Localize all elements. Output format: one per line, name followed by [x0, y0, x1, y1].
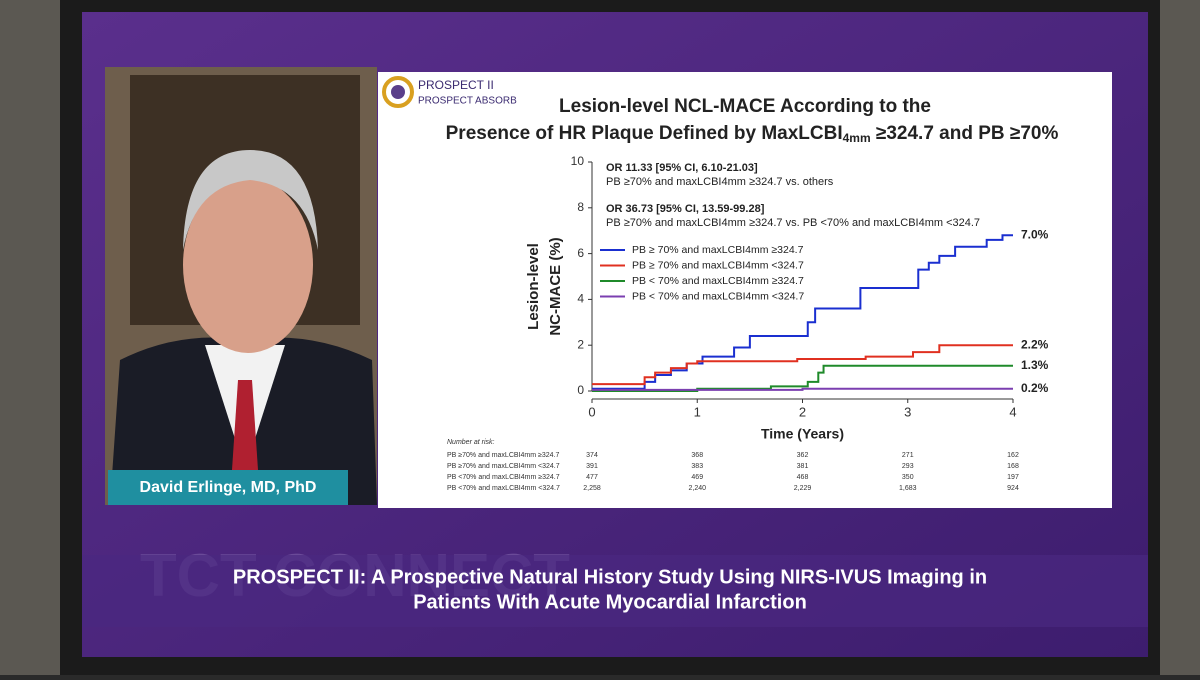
- legend-label: PB ≥ 70% and maxLCBI4mm <324.7: [632, 259, 804, 271]
- risk-value: 468: [797, 474, 809, 481]
- banner-line: PROSPECT II: A Prospective Natural Histo…: [233, 566, 987, 588]
- risk-title: Number at risk:: [447, 439, 495, 446]
- risk-value: 2,229: [794, 485, 812, 492]
- end-label: 0.2%: [1021, 381, 1049, 395]
- chart-title: Presence of HR Plaque Defined by MaxLCBI…: [446, 123, 1059, 145]
- chart-title: Lesion-level NCL-MACE According to the: [559, 96, 931, 117]
- risk-value: 1,683: [899, 485, 917, 492]
- title-sub: 4mm: [843, 131, 871, 145]
- x-tick-label: 4: [1009, 404, 1016, 419]
- name-bar: [108, 470, 348, 505]
- logo-title: PROSPECT II: [418, 78, 494, 92]
- risk-value: 391: [586, 463, 598, 470]
- risk-row-label: PB ≥70% and maxLCBI4mm <324.7: [447, 463, 560, 470]
- tie: [232, 380, 258, 470]
- risk-value: 2,240: [688, 485, 706, 492]
- y-tick-label: 6: [577, 246, 584, 260]
- x-axis-label: Time (Years): [761, 426, 844, 442]
- logo-core: [391, 85, 405, 99]
- y-tick-label: 2: [577, 337, 584, 351]
- legend-label: PB ≥ 70% and maxLCBI4mm ≥324.7: [632, 244, 804, 256]
- face: [183, 177, 313, 353]
- risk-value: 362: [797, 452, 809, 459]
- hair: [183, 150, 318, 250]
- banner-line: Patients With Acute Myocardial Infarctio…: [413, 591, 807, 613]
- risk-value: 383: [691, 463, 703, 470]
- logo-ring: [382, 76, 414, 108]
- end-label: 7.0%: [1021, 227, 1049, 241]
- annotation: PB ≥70% and maxLCBI4mm ≥324.7 vs. PB <70…: [606, 217, 980, 229]
- title-part: Presence of HR Plaque Defined by MaxLCBI: [446, 123, 843, 144]
- annotation: PB ≥70% and maxLCBI4mm ≥324.7 vs. others: [606, 176, 834, 188]
- chart-panel: [378, 72, 1112, 508]
- x-tick-label: 2: [799, 404, 806, 419]
- y-tick-label: 10: [571, 154, 585, 168]
- risk-value: 381: [797, 463, 809, 470]
- legend-label: PB < 70% and maxLCBI4mm <324.7: [632, 290, 804, 302]
- risk-value: 374: [586, 452, 598, 459]
- risk-value: 271: [902, 452, 914, 459]
- banner: [82, 555, 1148, 627]
- y-tick-label: 8: [577, 200, 584, 214]
- annotation: OR 36.73 [95% CI, 13.59-99.28]: [606, 203, 765, 215]
- km-curve: [592, 344, 1013, 386]
- risk-value: 924: [1007, 485, 1019, 492]
- risk-value: 477: [586, 474, 598, 481]
- risk-row-label: PB <70% and maxLCBI4mm <324.7: [447, 485, 560, 492]
- risk-row-label: PB <70% and maxLCBI4mm ≥324.7: [447, 474, 560, 481]
- annotation: OR 11.33 [95% CI, 6.10-21.03]: [606, 162, 758, 174]
- x-tick-label: 1: [694, 404, 701, 419]
- risk-value: 168: [1007, 463, 1019, 470]
- x-tick-label: 3: [904, 404, 911, 419]
- y-axis-label: NC-MACE (%): [547, 237, 564, 335]
- logo-subtitle: PROSPECT ABSORB: [418, 96, 517, 107]
- risk-row-label: PB ≥70% and maxLCBI4mm ≥324.7: [447, 452, 559, 459]
- legend-label: PB < 70% and maxLCBI4mm ≥324.7: [632, 275, 804, 287]
- risk-value: 162: [1007, 452, 1019, 459]
- end-label: 2.2%: [1021, 337, 1049, 351]
- y-axis-label: Lesion-level: [525, 243, 542, 330]
- km-curve: [592, 387, 1013, 391]
- y-tick-label: 0: [577, 383, 584, 397]
- risk-value: 197: [1007, 474, 1019, 481]
- risk-value: 350: [902, 474, 914, 481]
- risk-value: 368: [691, 452, 703, 459]
- x-tick-label: 0: [588, 404, 595, 419]
- title-part: ≥324.7 and PB ≥70%: [871, 123, 1059, 144]
- presenter-name: David Erlinge, MD, PhD: [140, 479, 317, 496]
- end-label: 1.3%: [1021, 358, 1049, 372]
- risk-value: 469: [691, 474, 703, 481]
- y-tick-label: 4: [577, 292, 584, 306]
- risk-value: 2,258: [583, 485, 601, 492]
- risk-value: 293: [902, 463, 914, 470]
